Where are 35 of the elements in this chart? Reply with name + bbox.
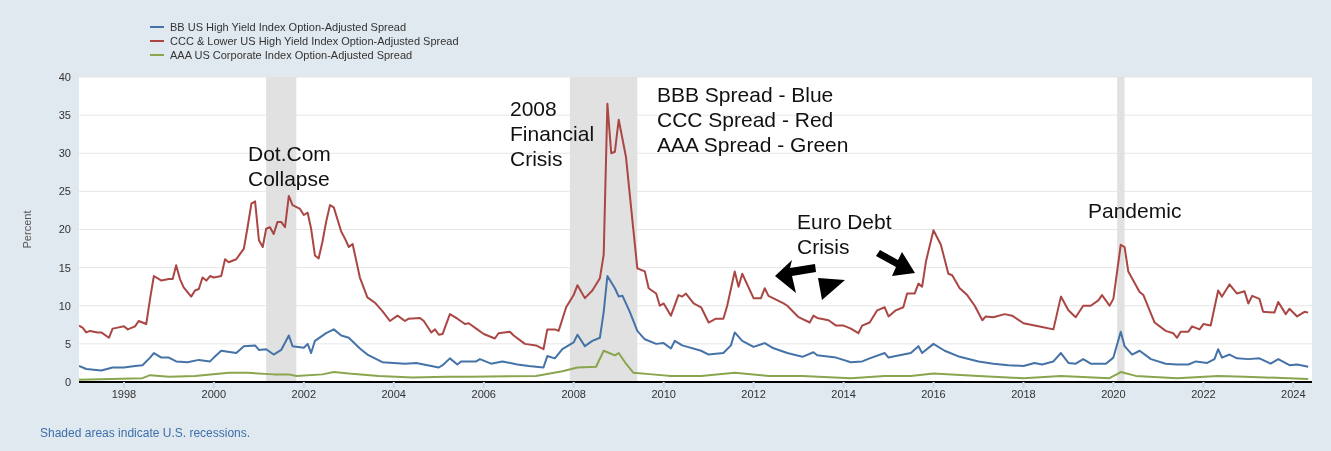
x-tick-label: 2022 [1191,387,1216,400]
y-tick-label: 30 [58,147,71,160]
legend-label: CCC & Lower US High Yield Index Option-Adjusted Spread [170,34,459,48]
y-tick-label: 25 [58,185,71,198]
x-tick-label: 2000 [201,387,227,400]
x-tick-label: 2018 [1011,387,1036,400]
line-series [79,349,1310,381]
y-axis-title: Percent [20,210,33,249]
x-tick-label: 2020 [1101,387,1126,400]
y-tick-label: 20 [58,223,71,236]
y-tick-label: 10 [58,299,71,312]
text: Shaded areas indicate U.S. recessions. [40,426,251,440]
annotation: Dot.Com Collapse [248,141,331,190]
x-tick-label: 2002 [291,387,317,400]
y-tick-label: 35 [58,109,71,122]
y-tick-label: 0 [64,375,71,388]
x-tick-label: 2004 [381,387,406,400]
annotation: Euro Debt Crisis [797,209,892,258]
x-tick-label: 2008 [561,387,586,400]
x-tick-label: 2010 [651,387,676,400]
x-tick-label: 2006 [471,387,496,400]
annotation: Pandemic [1088,198,1182,222]
y-tick-label: 15 [58,261,71,274]
x-tick-label: 1998 [111,387,137,400]
annotation: BBB Spread - Blue CCC Spread - Red AAA Spread - Green [657,82,849,156]
annotation: 2008 Financial Crisis [510,96,595,170]
y-tick-label: 40 [58,70,71,83]
legend-label: AAA US Corporate Index Option-Adjusted Spread [170,48,413,62]
x-tick-label: 2024 [1281,387,1306,400]
line-series [79,275,1310,372]
x-tick-label: 2014 [831,387,856,400]
x-tick-label: 2012 [741,387,766,400]
x-tick-label: 2016 [921,387,946,400]
legend-label: BB US High Yield Index Option-Adjusted Spread [170,20,407,34]
y-tick-label: 5 [64,337,71,350]
